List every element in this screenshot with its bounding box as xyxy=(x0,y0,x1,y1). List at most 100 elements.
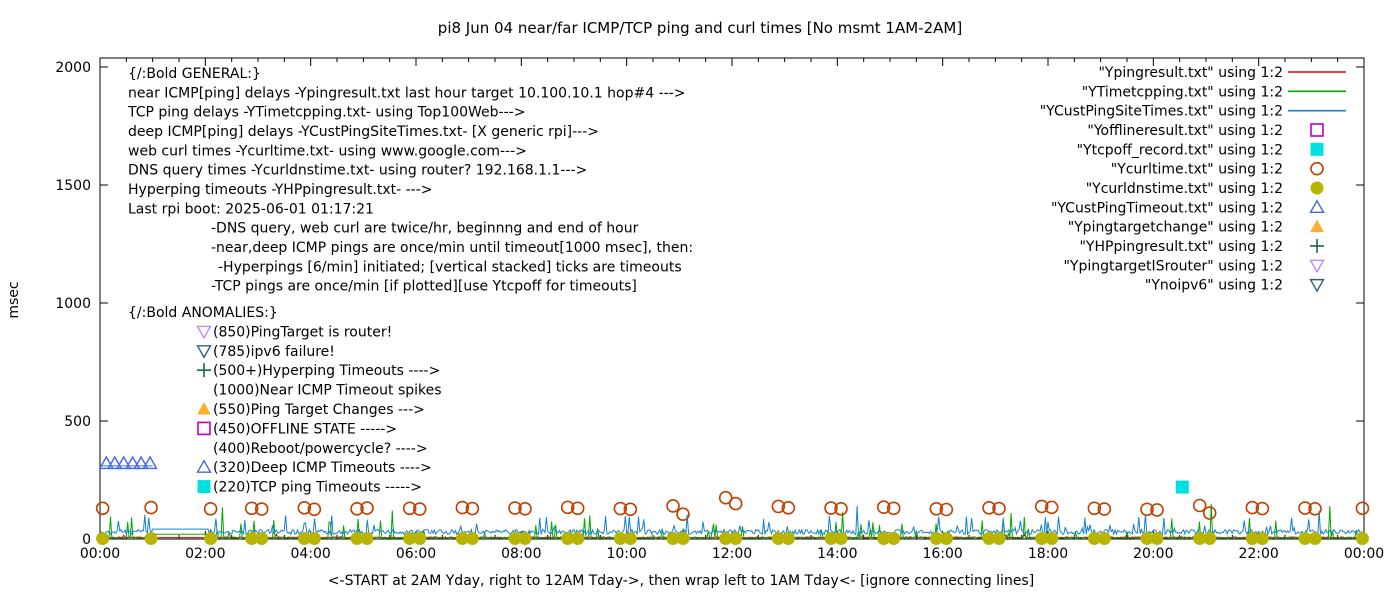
x-tick-label: 00:00 xyxy=(1344,546,1384,562)
circle-open-point xyxy=(465,501,480,516)
circle-open-point xyxy=(718,490,733,505)
circle-open-point xyxy=(144,500,158,515)
anomaly-square-open-icon xyxy=(197,421,211,436)
series-points-ycustpingtimeout-txt xyxy=(98,455,158,470)
circle-filled-point xyxy=(1298,532,1312,546)
circle-open-point xyxy=(939,502,954,517)
circle-open-point xyxy=(412,502,427,516)
x-tick-label: 00:00 xyxy=(80,546,120,562)
square-filled-point xyxy=(1175,480,1189,494)
circle-filled-point xyxy=(781,532,795,546)
circle-filled-point xyxy=(1140,532,1154,546)
circle-open-point xyxy=(1308,501,1322,516)
general-block: {/:Bold GENERAL:} near ICMP[ping] delays … xyxy=(127,66,693,295)
circle-open-point xyxy=(254,502,269,516)
circle-open-point xyxy=(771,499,786,514)
circle-open-point xyxy=(360,501,374,515)
circle-open-point xyxy=(1034,499,1049,514)
legend-tri-up-filled-icon xyxy=(1310,219,1324,233)
legend-row xyxy=(1310,238,1324,253)
legend-row xyxy=(1310,181,1324,195)
circle-open-point xyxy=(1255,501,1270,516)
circle-open-point xyxy=(1150,503,1164,517)
series-line-ycustpingsitetimes-txt xyxy=(99,505,1365,537)
circle-open-point xyxy=(1245,500,1260,515)
circle-open-point xyxy=(1202,506,1217,520)
chart-title: pi8 Jun 04 near/far ICMP/TCP ping and cu… xyxy=(438,19,962,37)
circle-filled-point xyxy=(360,532,374,546)
legend-circle-open-icon xyxy=(1310,161,1324,176)
circle-filled-point xyxy=(719,532,733,546)
general-line: near ICMP[ping] delays -Ypingresult.txt … xyxy=(128,85,685,101)
anomaly-tri-down-open-icon xyxy=(196,325,212,340)
anomaly-label: (850)PingTarget is router! xyxy=(213,324,392,340)
legend-row xyxy=(1309,259,1325,274)
anomaly-square-filled-icon xyxy=(197,480,211,494)
legend-label: "Ycurldnstime.txt" using 1:2 xyxy=(1086,181,1283,197)
tri-up-open-point xyxy=(133,455,149,470)
x-tick-label: 02:00 xyxy=(185,546,225,562)
circle-open-point xyxy=(402,501,417,516)
circle-open-point xyxy=(613,501,628,516)
circle-filled-point xyxy=(929,532,943,546)
general-line: Hyperping timeouts -YHPpingresult.txt- -… xyxy=(128,182,433,198)
circle-filled-point xyxy=(1308,532,1322,546)
series-points-ytcpoff-record-txt xyxy=(1175,480,1189,494)
anomalies-heading: {/:Bold ANOMALIES:} xyxy=(128,305,278,321)
tri-up-open-point xyxy=(142,455,158,470)
circle-open-point xyxy=(824,501,838,515)
circle-open-point xyxy=(1355,501,1370,516)
legend-label: "YTimetcpping.txt" using 1:2 xyxy=(1082,84,1283,100)
legend-square-open-icon xyxy=(1310,123,1324,137)
general-line: deep ICMP[ping] delays -YCustPingSiteTim… xyxy=(128,124,599,140)
circle-open-point xyxy=(297,501,312,515)
circle-filled-point xyxy=(1087,532,1101,546)
circle-open-point xyxy=(886,501,901,516)
x-tick-label: 14:00 xyxy=(817,546,857,562)
anomaly-label: (220)TCP ping Timeouts -----> xyxy=(213,480,422,496)
circle-filled-point xyxy=(465,532,479,546)
legend-label: "Yofflineresult.txt" using 1:2 xyxy=(1087,123,1283,139)
circle-filled-point xyxy=(992,532,1006,546)
circle-open-point xyxy=(307,502,322,517)
anomaly-label: (550)Ping Target Changes ---> xyxy=(213,402,425,418)
circle-filled-point xyxy=(887,532,901,546)
circle-open-point xyxy=(1192,498,1207,513)
x-tick-label: 22:00 xyxy=(1238,546,1278,562)
circle-filled-point xyxy=(508,532,522,546)
circle-filled-point xyxy=(1245,532,1259,546)
circle-filled-point xyxy=(1255,532,1269,546)
y-tick-label: 500 xyxy=(64,414,91,430)
circle-open-point xyxy=(244,501,259,516)
tri-up-open-point xyxy=(98,455,115,470)
circle-open-point xyxy=(1097,502,1112,516)
y-tick-label: 1000 xyxy=(55,296,91,312)
circle-filled-point xyxy=(623,532,637,546)
circle-open-point xyxy=(834,501,848,516)
circle-filled-point xyxy=(1203,532,1217,546)
circle-filled-point xyxy=(297,532,311,546)
circle-filled-point xyxy=(1035,532,1049,546)
x-axis-caption: <-START at 2AM Yday, right to 12AM Tday-… xyxy=(328,573,1034,589)
legend-label: "Ypingresult.txt" using 1:2 xyxy=(1098,65,1283,81)
circle-filled-point xyxy=(518,532,532,546)
general-line: -DNS query, web curl are twice/hr, begin… xyxy=(211,221,639,237)
circle-filled-point xyxy=(613,532,627,546)
circle-open-point xyxy=(203,501,218,516)
circle-filled-point xyxy=(771,532,785,546)
legend-row xyxy=(1310,142,1324,156)
circle-open-point xyxy=(570,501,585,516)
legend-row xyxy=(1310,219,1324,233)
circle-filled-point xyxy=(455,532,469,546)
circle-filled-point xyxy=(676,532,690,546)
y-tick-label: 2000 xyxy=(55,60,91,76)
tri-up-open-point xyxy=(107,455,123,470)
circle-filled-point xyxy=(245,532,259,546)
circle-filled-point xyxy=(1355,532,1369,546)
anomaly-tri-up-open-icon xyxy=(196,459,212,473)
circle-filled-point xyxy=(413,532,427,546)
circle-filled-point xyxy=(1193,532,1207,546)
anomalies-block: {/:Bold ANOMALIES:} (850)PingTarget is ro… xyxy=(128,305,442,496)
circle-open-point xyxy=(623,502,638,517)
